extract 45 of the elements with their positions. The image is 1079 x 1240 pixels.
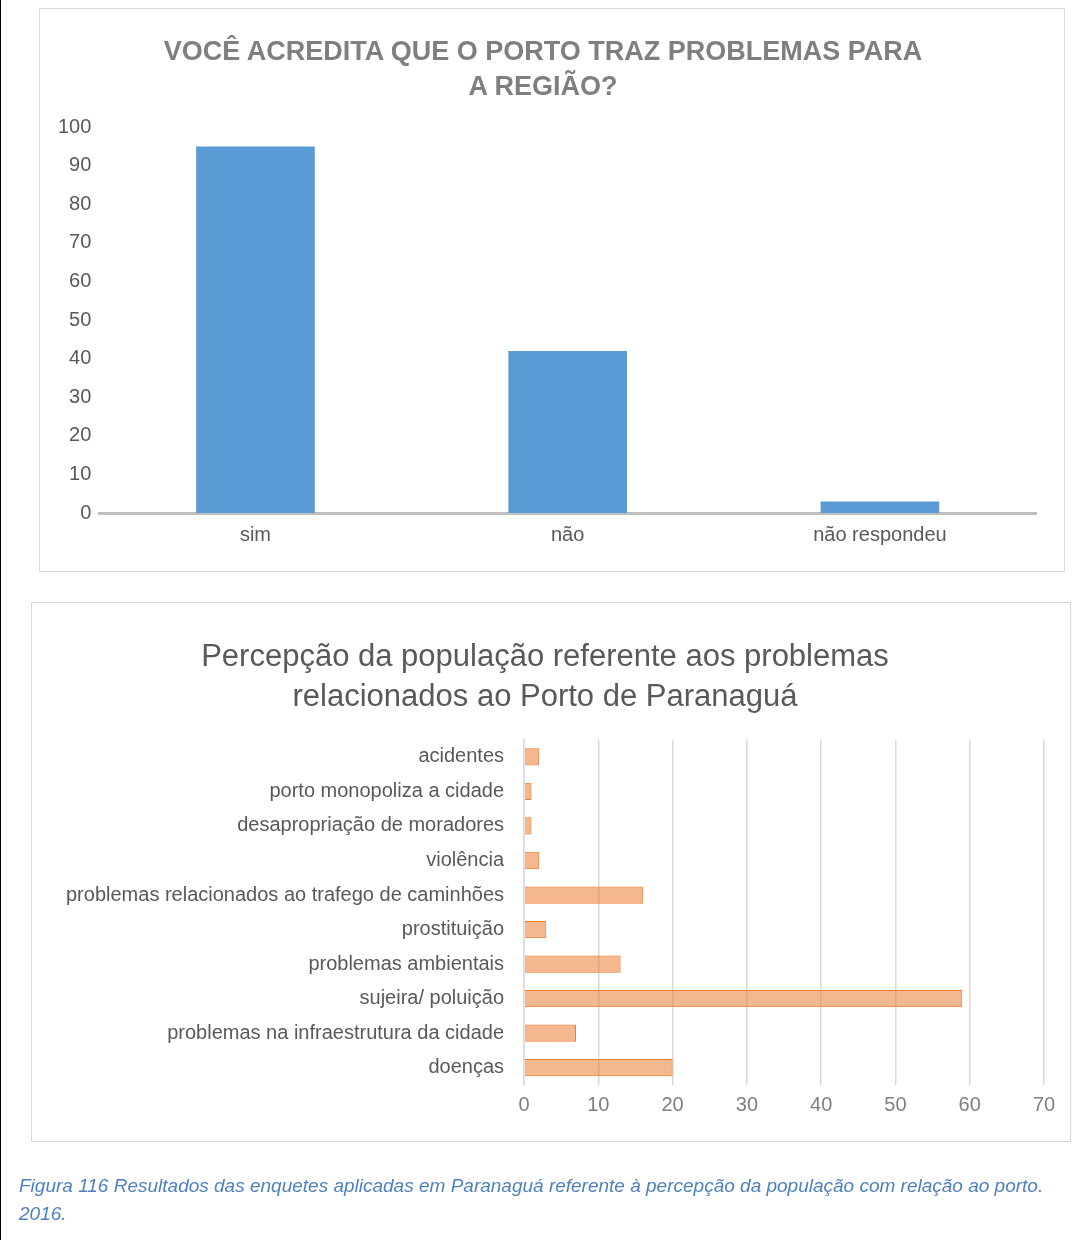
bar	[524, 818, 531, 834]
bar	[524, 990, 963, 1008]
y-tick-label: acidentes	[418, 744, 505, 767]
bar	[820, 501, 940, 513]
bar	[524, 956, 620, 972]
y-tick-label: 100	[57, 114, 92, 137]
chart-title: Percepção da população referente aos problemas relacionados ao Porto de Paranaguá	[201, 637, 889, 713]
y-tick-label: 80	[69, 191, 92, 214]
x-tick-label: 10	[587, 1092, 610, 1115]
x-tick-label: 50	[884, 1092, 907, 1115]
bar	[524, 920, 547, 939]
bar	[524, 1024, 577, 1042]
y-tick-label: 90	[69, 153, 92, 176]
x-tick-label: 60	[958, 1092, 981, 1115]
y-tick-label: 0	[80, 500, 92, 523]
bar	[524, 1059, 673, 1077]
bar	[508, 350, 628, 513]
x-tick-label: 40	[810, 1092, 833, 1115]
y-tick-label: 60	[69, 269, 92, 292]
text: Figura 116 Resultados das enquetes aplicadas em Paranaguá referente à percepção da população com relação ao porto. 2016.	[19, 1174, 1045, 1226]
x-tick-label: 30	[735, 1092, 759, 1115]
y-tick-label: sujeira/ poluição	[359, 986, 505, 1009]
y-tick-label: problemas ambientais	[308, 951, 505, 974]
bar	[524, 887, 642, 903]
chart-title: VOCÊ ACREDITA QUE O PORTO TRAZ PROBLEMAS PARA A REGIÃO?	[163, 35, 923, 102]
x-tick-label: 70	[1032, 1092, 1056, 1115]
y-tick-label: 70	[69, 230, 92, 253]
bar	[196, 146, 315, 513]
y-tick-label: doenças	[428, 1055, 505, 1078]
x-tick-label: 20	[661, 1092, 684, 1115]
y-tick-label: 10	[69, 461, 92, 484]
x-tick-label: 0	[518, 1092, 530, 1115]
x-tick-label: não	[551, 522, 585, 545]
y-tick-label: problemas na infraestrutura da cidade	[167, 1020, 505, 1043]
y-tick-label: prostituição	[401, 917, 505, 940]
x-tick-label: sim	[239, 522, 272, 545]
y-tick-label: 50	[69, 307, 92, 330]
y-tick-label: 40	[69, 346, 92, 369]
y-tick-label: 20	[69, 423, 92, 446]
y-tick-label: porto monopoliza a cidade	[269, 778, 505, 801]
y-tick-label: 30	[69, 384, 92, 407]
y-tick-label: problemas relacionados ao trafego de caminhões	[66, 882, 505, 905]
y-tick-label: desapropriação de moradores	[237, 813, 505, 836]
y-tick-label: violência	[426, 848, 505, 871]
x-tick-label: não respondeu	[813, 522, 947, 545]
